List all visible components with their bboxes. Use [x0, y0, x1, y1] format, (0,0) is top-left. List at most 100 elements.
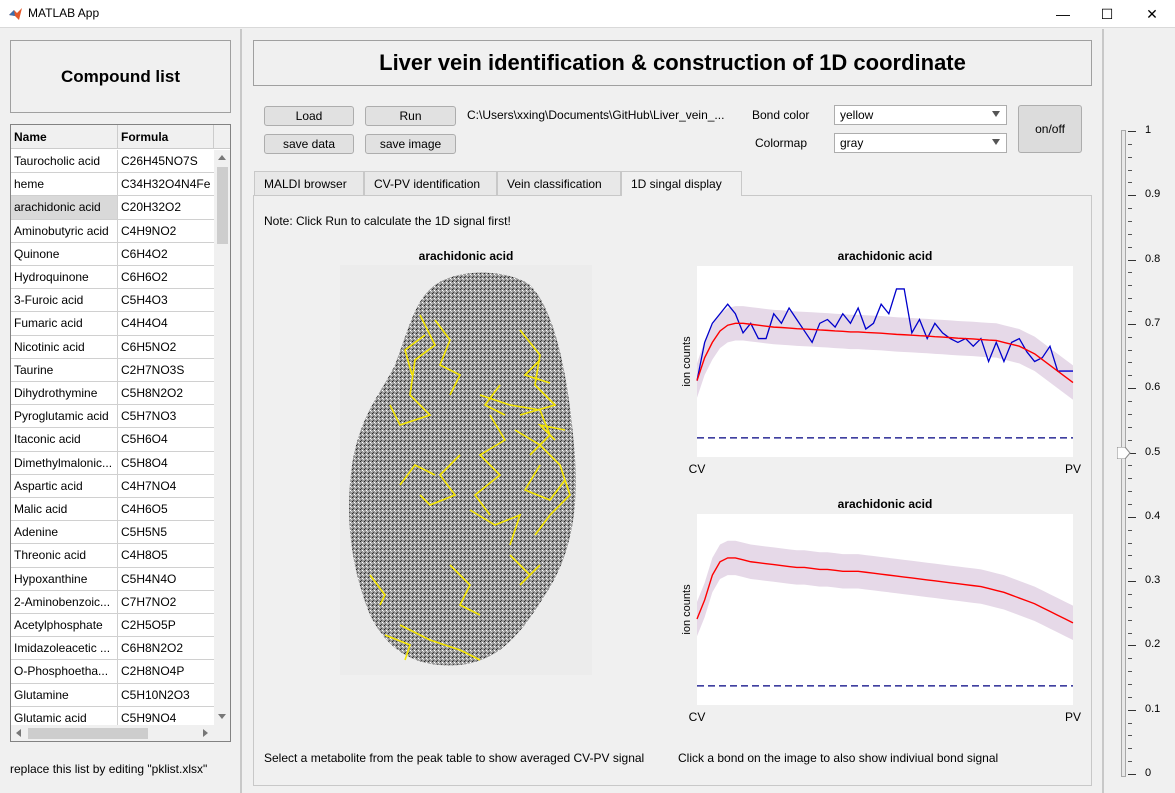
scroll-down-icon[interactable] — [218, 714, 226, 719]
compound-name-cell[interactable]: O-Phosphoetha... — [11, 660, 118, 683]
compound-name-cell[interactable]: Acetylphosphate — [11, 614, 118, 637]
on-off-button[interactable]: on/off — [1018, 105, 1082, 153]
compound-name-cell[interactable]: Pyroglutamic acid — [11, 405, 118, 428]
compound-formula-cell[interactable]: C6H5NO2 — [121, 339, 177, 354]
compound-name-cell[interactable]: Imidazoleacetic ... — [11, 637, 118, 660]
compound-name-cell[interactable]: Dimethylmalonic... — [11, 451, 118, 474]
table-row[interactable]: Glutamine C5H10N2O3 — [11, 683, 214, 707]
compound-name-cell[interactable]: Aspartic acid — [11, 474, 118, 497]
compound-formula-cell[interactable]: C5H9NO4 — [121, 710, 177, 725]
compound-formula-cell[interactable]: C6H8N2O2 — [121, 641, 184, 656]
column-header-formula[interactable]: Formula — [118, 125, 214, 149]
compound-formula-cell[interactable]: C5H4O3 — [121, 293, 168, 308]
compound-formula-cell[interactable]: C4H9NO2 — [121, 223, 177, 238]
compound-name-cell[interactable]: 3-Furoic acid — [11, 289, 118, 312]
table-row[interactable]: Hypoxanthine C5H4N4O — [11, 567, 214, 591]
table-row[interactable]: Acetylphosphate C2H5O5P — [11, 614, 214, 638]
table-row[interactable]: Dimethylmalonic... C5H8O4 — [11, 451, 214, 475]
compound-name-cell[interactable]: Taurocholic acid — [11, 150, 118, 173]
compound-name-cell[interactable]: Fumaric acid — [11, 312, 118, 335]
scroll-left-icon[interactable] — [16, 729, 21, 737]
compound-formula-cell[interactable]: C2H5O5P — [121, 618, 176, 633]
compound-name-cell[interactable]: Adenine — [11, 521, 118, 544]
table-row[interactable]: Hydroquinone C6H6O2 — [11, 266, 214, 290]
compound-formula-cell[interactable]: C4H4O4 — [121, 316, 168, 331]
table-row[interactable]: Threonic acid C4H8O5 — [11, 544, 214, 568]
tab-vein-classification[interactable]: Vein classification — [497, 171, 621, 195]
table-row[interactable]: Fumaric acid C4H4O4 — [11, 312, 214, 336]
table-row[interactable]: 3-Furoic acid C5H4O3 — [11, 289, 214, 313]
compound-formula-cell[interactable]: C20H32O2 — [121, 200, 182, 215]
horizontal-scroll-thumb[interactable] — [28, 728, 148, 739]
chart2-axes[interactable]: ion counts CV PV — [676, 510, 1086, 735]
vertical-scroll-thumb[interactable] — [217, 167, 228, 244]
save-image-button[interactable]: save image — [365, 134, 456, 154]
table-row[interactable]: 2-Aminobenzoic... C7H7NO2 — [11, 590, 214, 614]
compound-formula-cell[interactable]: C7H7NO2 — [121, 594, 177, 609]
compound-name-cell[interactable]: Taurine — [11, 358, 118, 381]
compound-formula-cell[interactable]: C5H5N5 — [121, 525, 168, 540]
compound-formula-cell[interactable]: C34H32O4N4Fe — [121, 177, 211, 192]
compound-name-cell[interactable]: Hypoxanthine — [11, 567, 118, 590]
scroll-right-icon[interactable] — [203, 729, 208, 737]
table-row[interactable]: Quinone C6H4O2 — [11, 242, 214, 266]
compound-formula-cell[interactable]: C2H8NO4P — [121, 664, 185, 679]
chart1-axes[interactable]: ion counts CV PV — [676, 262, 1086, 487]
table-row[interactable]: heme C34H32O4N4Fe — [11, 173, 214, 197]
table-row[interactable]: O-Phosphoetha... C2H8NO4P — [11, 660, 214, 684]
slider-thumb[interactable] — [1117, 446, 1131, 459]
compound-formula-cell[interactable]: C6H6O2 — [121, 270, 168, 285]
minimize-icon[interactable]: — — [1056, 6, 1070, 22]
compound-name-cell[interactable]: Itaconic acid — [11, 428, 118, 451]
compound-name-cell[interactable]: Nicotinic acid — [11, 335, 118, 358]
compound-table[interactable]: Name Formula Taurocholic acid C26H45NO7S h… — [10, 124, 231, 742]
table-row[interactable]: Nicotinic acid C6H5NO2 — [11, 335, 214, 359]
vertical-scrollbar[interactable] — [214, 150, 230, 725]
compound-name-cell[interactable]: Hydroquinone — [11, 266, 118, 289]
table-row[interactable]: Dihydrothymine C5H8N2O2 — [11, 382, 214, 406]
compound-name-cell[interactable]: heme — [11, 173, 118, 196]
table-row[interactable]: Taurine C2H7NO3S — [11, 358, 214, 382]
colormap-select[interactable]: gray — [834, 133, 1007, 153]
tab-cv-pv-identification[interactable]: CV-PV identification — [364, 171, 497, 195]
table-row[interactable]: Aminobutyric acid C4H9NO2 — [11, 219, 214, 243]
maximize-icon[interactable]: ☐ — [1100, 5, 1114, 22]
maldi-image[interactable] — [340, 265, 592, 675]
compound-name-cell[interactable]: Aminobutyric acid — [11, 219, 118, 242]
compound-name-cell[interactable]: Glutamine — [11, 683, 118, 706]
save-data-button[interactable]: save data — [264, 134, 354, 154]
column-header-name[interactable]: Name — [11, 125, 118, 149]
compound-name-cell[interactable]: arachidonic acid — [11, 196, 118, 219]
compound-formula-cell[interactable]: C4H6O5 — [121, 502, 168, 517]
compound-formula-cell[interactable]: C5H8O4 — [121, 455, 168, 470]
tab-maldi-browser[interactable]: MALDI browser — [254, 171, 364, 195]
compound-formula-cell[interactable]: C5H10N2O3 — [121, 687, 190, 702]
table-row[interactable]: Malic acid C4H6O5 — [11, 498, 214, 522]
compound-formula-cell[interactable]: C5H7NO3 — [121, 409, 177, 424]
compound-name-cell[interactable]: Malic acid — [11, 498, 118, 521]
compound-formula-cell[interactable]: C5H4N4O — [121, 571, 177, 586]
compound-name-cell[interactable]: Dihydrothymine — [11, 382, 118, 405]
compound-name-cell[interactable]: 2-Aminobenzoic... — [11, 590, 118, 613]
compound-formula-cell[interactable]: C2H7NO3S — [121, 362, 185, 377]
vein-bonds[interactable] — [369, 314, 571, 661]
table-row[interactable]: Itaconic acid C5H6O4 — [11, 428, 214, 452]
load-button[interactable]: Load — [264, 106, 354, 126]
table-row[interactable]: Pyroglutamic acid C5H7NO3 — [11, 405, 214, 429]
compound-name-cell[interactable]: Threonic acid — [11, 544, 118, 567]
table-row[interactable]: Imidazoleacetic ... C6H8N2O2 — [11, 637, 214, 661]
compound-name-cell[interactable]: Glutamic acid — [11, 706, 118, 725]
close-icon[interactable]: ✕ — [1146, 5, 1158, 22]
bond-color-select[interactable]: yellow — [834, 105, 1007, 125]
run-button[interactable]: Run — [365, 106, 456, 126]
table-row[interactable]: Glutamic acid C5H9NO4 — [11, 706, 214, 725]
horizontal-scrollbar[interactable] — [11, 725, 230, 741]
compound-formula-cell[interactable]: C6H4O2 — [121, 246, 168, 261]
table-row[interactable]: Aspartic acid C4H7NO4 — [11, 474, 214, 498]
table-row[interactable]: Adenine C5H5N5 — [11, 521, 214, 545]
table-row[interactable]: arachidonic acid C20H32O2 — [11, 196, 214, 220]
compound-formula-cell[interactable]: C26H45NO7S — [121, 154, 198, 169]
tab-1d-signal-display[interactable]: 1D singal display — [621, 171, 742, 196]
compound-formula-cell[interactable]: C5H6O4 — [121, 432, 168, 447]
compound-name-cell[interactable]: Quinone — [11, 242, 118, 265]
